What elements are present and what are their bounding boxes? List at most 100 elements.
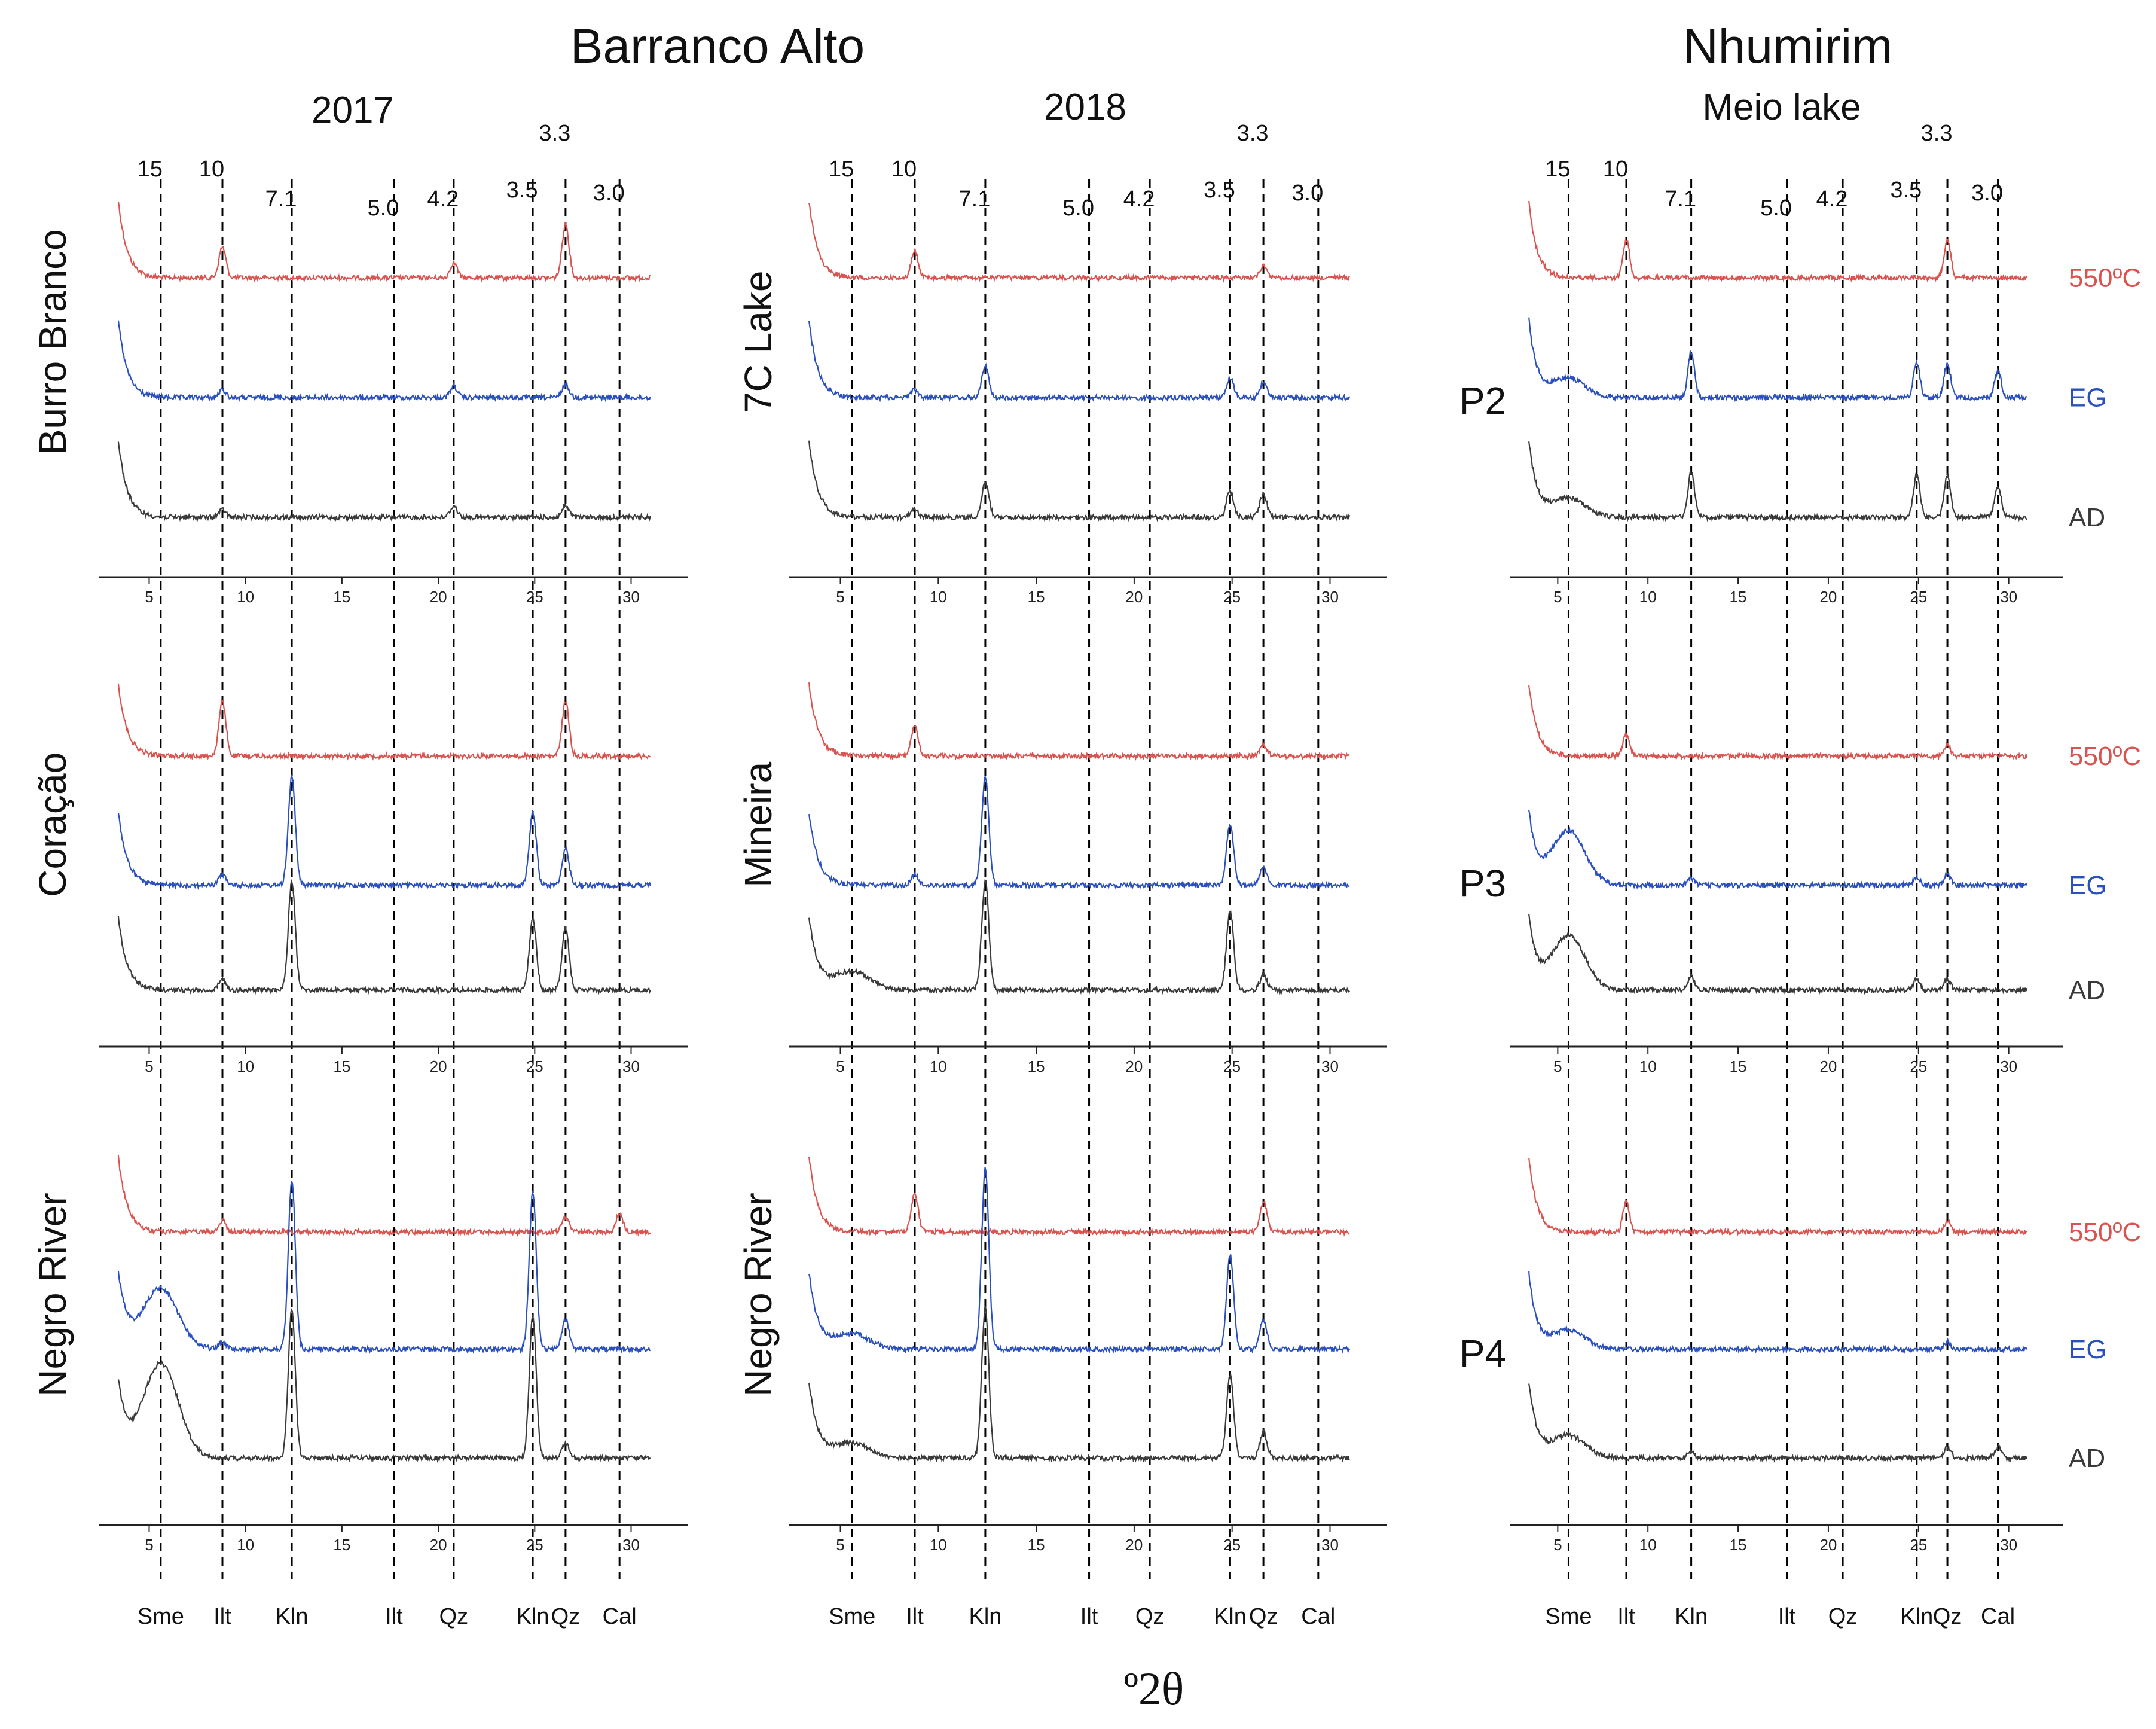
d-spacing-label: 5.0 bbox=[1062, 196, 1094, 221]
x-axis-title: º2θ bbox=[1124, 1663, 1184, 1715]
x-tick-label: 10 bbox=[1639, 588, 1657, 606]
x-tick-label: 10 bbox=[930, 588, 947, 606]
trace-ad bbox=[1528, 914, 2027, 995]
d-spacing-label: 3.3 bbox=[539, 121, 570, 146]
trace-eg bbox=[808, 774, 1350, 890]
meio-lake-title: Meio lake bbox=[1702, 87, 1861, 128]
x-tick-label: 20 bbox=[1819, 588, 1837, 606]
trace-ad bbox=[117, 1308, 651, 1463]
x-tick-label: 10 bbox=[930, 1536, 947, 1554]
mineral-label-sme: Sme bbox=[1545, 1604, 1592, 1629]
trace-eg bbox=[808, 321, 1351, 402]
x-tick-label: 30 bbox=[622, 1057, 640, 1075]
x-tick-label: 5 bbox=[145, 1536, 153, 1554]
treatment-label-ad: AD bbox=[2069, 1444, 2105, 1473]
mineral-label-kln: Kln bbox=[1675, 1604, 1708, 1629]
d-spacing-label: 5.0 bbox=[368, 196, 399, 221]
d-spacing-label: 5.0 bbox=[1760, 196, 1792, 221]
mineral-label-kln: Kln bbox=[276, 1604, 309, 1629]
mineral-label-kln: Kln bbox=[1214, 1604, 1247, 1629]
sample-label: Coração bbox=[31, 752, 74, 897]
trace-550c bbox=[117, 201, 651, 283]
d-spacing-label: 3.5 bbox=[1204, 178, 1235, 203]
reference-lines-layer bbox=[160, 179, 1999, 1579]
x-tick-label: 25 bbox=[526, 1536, 543, 1554]
panel-7c-lake: 5 10 15 20 25 30 bbox=[789, 202, 1387, 606]
mineral-label-kln: Kln bbox=[969, 1604, 1001, 1629]
treatment-label-ad: AD bbox=[2069, 976, 2105, 1005]
trace-ad bbox=[117, 441, 651, 522]
panel-cora-o: 5 10 15 20 25 30 bbox=[99, 683, 688, 1075]
trace-ad bbox=[808, 1305, 1350, 1463]
labels-layer: 15 Sme 10 Ilt 7.1 Kln 5.0 Ilt 4.2 Qz 3.5 Kln 3.3 Qz 3.… bbox=[31, 121, 2141, 1629]
trace-550c bbox=[808, 682, 1350, 761]
x-tick-label: 30 bbox=[2000, 1536, 2017, 1554]
mineral-label-qz: Qz bbox=[1933, 1604, 1962, 1629]
panel-negro-river: 5 10 15 20 25 30 bbox=[789, 1157, 1387, 1554]
x-tick-label: 25 bbox=[1223, 1536, 1241, 1554]
trace-eg bbox=[117, 320, 651, 402]
d-spacing-label: 4.2 bbox=[1816, 187, 1848, 212]
trace-eg bbox=[1528, 810, 2027, 890]
diffractogram-panels: 5 10 15 20 25 30 5 10 15 20 25 30 5 10 15 20 25 30 5 10 15 20… bbox=[99, 200, 2063, 1554]
site-title-nhumirim: Nhumirim bbox=[1683, 19, 1893, 74]
x-tick-label: 15 bbox=[1028, 1057, 1045, 1075]
trace-550c bbox=[1528, 1157, 2027, 1237]
mineral-label-qz: Qz bbox=[1249, 1604, 1278, 1629]
sample-label: Burro Branco bbox=[31, 229, 74, 455]
mineral-label-qz: Qz bbox=[1135, 1604, 1165, 1629]
x-tick-label: 15 bbox=[333, 588, 350, 606]
year-2018-title: 2018 bbox=[1044, 87, 1126, 128]
sample-label: 7C Lake bbox=[737, 271, 780, 413]
trace-ad bbox=[117, 879, 651, 995]
treatment-label-550c: 550ºC bbox=[2069, 742, 2141, 771]
x-tick-label: 20 bbox=[1819, 1057, 1837, 1075]
trace-eg bbox=[808, 1167, 1351, 1354]
x-tick-label: 25 bbox=[526, 1057, 543, 1075]
d-spacing-label: 10 bbox=[199, 157, 224, 182]
x-tick-label: 15 bbox=[1028, 588, 1045, 606]
panel-mineira: 5 10 15 20 25 30 bbox=[789, 682, 1387, 1075]
d-spacing-label: 10 bbox=[1603, 157, 1628, 182]
x-tick-label: 25 bbox=[1910, 1057, 1927, 1075]
d-spacing-label: 3.0 bbox=[593, 181, 625, 206]
d-spacing-label: 4.2 bbox=[427, 187, 459, 212]
d-spacing-label: 4.2 bbox=[1123, 187, 1155, 212]
x-tick-label: 10 bbox=[1639, 1057, 1657, 1075]
trace-550c bbox=[808, 202, 1351, 283]
x-tick-label: 30 bbox=[622, 1536, 640, 1554]
site-title-barranco-alto: Barranco Alto bbox=[570, 19, 865, 74]
x-tick-label: 15 bbox=[1028, 1536, 1045, 1554]
sample-label: P3 bbox=[1459, 862, 1506, 905]
x-tick-label: 20 bbox=[1125, 1536, 1143, 1554]
treatment-label-eg: EG bbox=[2069, 1335, 2107, 1364]
mineral-label-qz: Qz bbox=[439, 1604, 469, 1629]
d-spacing-label: 15 bbox=[138, 157, 163, 182]
x-tick-label: 15 bbox=[1730, 1536, 1747, 1554]
x-tick-label: 15 bbox=[333, 1057, 350, 1075]
trace-550c bbox=[117, 1155, 651, 1237]
x-tick-label: 10 bbox=[237, 588, 254, 606]
x-tick-label: 15 bbox=[1730, 1057, 1747, 1075]
x-tick-label: 20 bbox=[1125, 588, 1143, 606]
mineral-label-kln: Kln bbox=[1900, 1604, 1933, 1629]
x-tick-label: 25 bbox=[1910, 588, 1927, 606]
trace-550c bbox=[808, 1157, 1350, 1237]
x-tick-label: 5 bbox=[145, 588, 153, 606]
x-tick-label: 30 bbox=[2000, 588, 2017, 606]
trace-550c bbox=[1528, 200, 2027, 283]
d-spacing-label: 7.1 bbox=[959, 187, 991, 212]
trace-eg bbox=[117, 1181, 651, 1354]
x-tick-label: 5 bbox=[1553, 1536, 1562, 1554]
treatment-label-550c: 550ºC bbox=[2069, 1218, 2141, 1247]
sample-label: Mineira bbox=[737, 761, 780, 887]
x-tick-label: 5 bbox=[1553, 588, 1562, 606]
x-tick-label: 5 bbox=[1553, 1057, 1562, 1075]
d-spacing-label: 3.5 bbox=[1890, 178, 1922, 203]
d-spacing-label: 15 bbox=[829, 157, 854, 182]
mineral-label-qz: Qz bbox=[551, 1604, 581, 1629]
x-tick-label: 10 bbox=[237, 1057, 254, 1075]
x-tick-label: 25 bbox=[1910, 1536, 1927, 1554]
treatment-label-550c: 550ºC bbox=[2069, 264, 2141, 293]
d-spacing-label: 7.1 bbox=[1665, 187, 1696, 212]
